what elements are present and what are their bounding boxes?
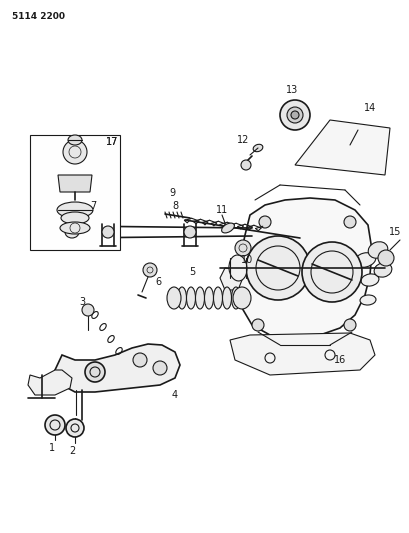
Circle shape [290,111,298,119]
Ellipse shape [204,287,213,309]
Circle shape [102,226,114,238]
Circle shape [66,419,84,437]
Ellipse shape [195,287,204,309]
Ellipse shape [232,287,250,309]
Ellipse shape [367,242,387,259]
Ellipse shape [65,226,79,238]
Ellipse shape [221,223,234,233]
Circle shape [63,140,87,164]
Text: 13: 13 [285,85,297,95]
Ellipse shape [213,287,222,309]
Text: 11: 11 [216,205,227,215]
Ellipse shape [61,212,89,224]
Ellipse shape [60,222,90,234]
Circle shape [252,319,263,331]
Ellipse shape [166,287,180,309]
Circle shape [245,236,309,300]
Text: 16: 16 [333,355,345,365]
Ellipse shape [359,295,375,305]
Text: 5114 2200: 5114 2200 [12,12,65,21]
Text: 3: 3 [79,297,85,307]
Text: 17: 17 [106,137,118,147]
Circle shape [343,216,355,228]
Text: 10: 10 [240,255,252,265]
Polygon shape [294,120,389,175]
Text: 6: 6 [155,277,161,287]
Ellipse shape [57,202,93,218]
Circle shape [377,250,393,266]
Circle shape [258,216,270,228]
Ellipse shape [228,255,247,281]
Circle shape [234,240,250,256]
Ellipse shape [252,144,262,152]
Text: 12: 12 [236,135,249,145]
Text: 17: 17 [106,137,118,147]
Polygon shape [55,344,180,392]
Circle shape [82,304,94,316]
Text: 8: 8 [171,201,178,211]
Polygon shape [58,175,92,192]
Circle shape [286,107,302,123]
Text: 5: 5 [189,267,195,277]
Text: 9: 9 [169,188,175,198]
Text: 4: 4 [171,390,178,400]
Text: 7: 7 [90,201,96,211]
Text: 2: 2 [69,446,75,456]
Circle shape [240,160,250,170]
Polygon shape [237,198,371,338]
Circle shape [343,319,355,331]
Ellipse shape [373,263,391,277]
Ellipse shape [177,287,186,309]
Circle shape [85,362,105,382]
Ellipse shape [68,135,82,145]
Polygon shape [229,333,374,375]
Bar [30,135,120,250]
Circle shape [45,415,65,435]
Ellipse shape [222,287,231,309]
Polygon shape [28,370,72,395]
Circle shape [184,226,196,238]
Circle shape [133,353,147,367]
Text: 15: 15 [388,227,400,237]
Circle shape [279,100,309,130]
Circle shape [143,263,157,277]
Ellipse shape [360,274,378,286]
Circle shape [301,242,361,302]
Ellipse shape [231,287,240,309]
Ellipse shape [186,287,195,309]
Ellipse shape [353,253,375,268]
Text: 14: 14 [363,103,375,113]
Text: 1: 1 [49,443,55,453]
Polygon shape [220,268,241,290]
Circle shape [153,361,166,375]
